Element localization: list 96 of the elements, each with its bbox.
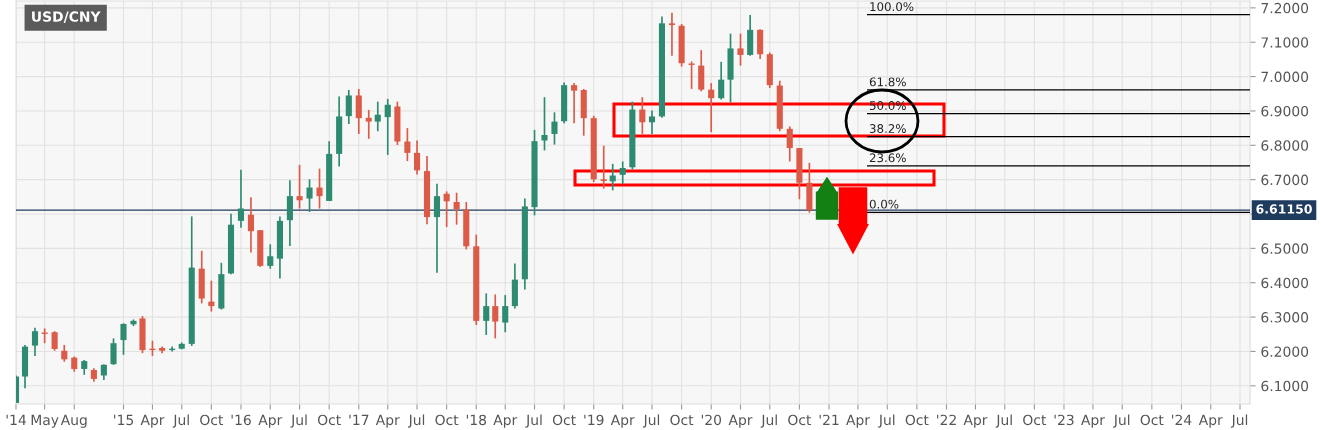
annotation: 100.0% [870,2,914,12]
y-tick-label: 7.2000 [1261,2,1309,14]
x-tick-label: '21 [819,414,839,425]
x-tick-label: '23 [1054,414,1074,426]
y-tick-label: 6.1000 [1261,380,1309,392]
x-tick-label: '24 [1172,414,1192,425]
ref-line-label: 6.61150 [1256,204,1312,214]
candlestick [306,178,313,213]
candlestick [541,96,548,152]
candlestick [413,139,421,176]
candlestick [355,88,362,135]
x-tick-label: Jul [995,414,1012,428]
candlestick [443,190,450,228]
x-tick-label: Jul [172,414,189,428]
candlestick [247,196,255,254]
x-tick-label: Oct [552,414,576,426]
x-tick-label: '18 [466,414,487,426]
y-tick-label: 6.5000 [1261,243,1309,254]
x-tick-label: Oct [435,414,459,426]
annotation: 50.0% [869,101,906,111]
candlestick [31,326,39,357]
x-tick-label: '15 [114,414,134,426]
y-tick-label: 6.4000 [1261,277,1309,289]
x-tick-label: Apr [846,414,870,428]
candlestick [237,168,245,229]
candlestick [296,164,303,210]
y-tick-label: 6.2000 [1261,346,1309,357]
x-tick-label: May [31,414,59,428]
x-tick-label: Apr [1081,414,1105,428]
annotation: 61.8% [869,77,906,87]
x-tick-label: Jul [525,414,542,428]
candlestick [786,125,793,163]
candlestick [453,191,460,226]
x-tick-label: Oct [670,414,694,426]
annotation: 38.2% [869,124,906,134]
x-tick-label: '20 [701,414,722,426]
x-tick-label: Oct [317,414,341,426]
y-tick-label: 7.0000 [1261,71,1309,83]
x-tick-label: Oct [788,414,812,426]
candlestick [708,82,715,134]
candlestick [502,294,509,334]
annotation: 23.6% [869,153,906,163]
x-tick-label: '22 [937,414,956,425]
x-tick-label: '16 [231,414,251,426]
x-tick-label: Oct [1023,414,1047,426]
x-tick-label: Jul [1230,414,1248,428]
x-tick-label: Apr [140,414,165,428]
candlestick [619,160,626,185]
candlestick [404,127,411,162]
candlestick [384,98,391,156]
x-tick-label: Oct [200,414,224,426]
x-tick-label: Oct [905,414,929,426]
candlestick [571,82,578,125]
y-tick-label: 6.9000 [1261,105,1309,117]
y-tick-label: 7.1000 [1261,37,1309,48]
candlestick [737,32,744,67]
candlestick [374,100,381,133]
x-tick-label: '19 [584,414,604,426]
x-tick-label: Apr [375,414,400,428]
candlestick [639,96,646,135]
text: USD/CNY [32,11,101,23]
x-tick-label: Apr [963,414,988,428]
x-tick-label: Jul [290,414,307,428]
candlestick [551,111,558,146]
candlestick [51,330,58,352]
candlestick [316,167,323,210]
candlestick [110,337,117,366]
candlestick [433,182,441,274]
candlestick [648,109,656,135]
x-tick-label: '17 [349,414,369,425]
x-tick-label: Jul [407,414,425,428]
x-tick-label: Jul [760,414,777,428]
y-tick-label: 6.3000 [1261,312,1309,323]
annotation: 0.0% [869,199,899,209]
candlestick [345,89,352,125]
x-tick-label: Jul [1113,414,1130,428]
candlestick [120,322,127,356]
candlestick [483,292,490,336]
candlestick [600,144,607,190]
candlestick [668,11,675,57]
candlestick [267,243,274,270]
x-tick-label: Apr [1198,414,1223,428]
x-tick-label: Jul [878,414,895,428]
y-tick-label: 6.8000 [1261,140,1309,151]
candlestick [365,109,372,140]
x-tick-label: Apr [728,414,753,428]
x-tick-label: Jul [642,414,660,428]
y-tick-label: 6.7000 [1261,174,1309,186]
x-tick-label: Apr [258,414,283,428]
x-tick-label: '14 [6,414,26,425]
x-tick-label: Apr [493,414,518,428]
x-tick-label: Apr [610,414,635,428]
candlestick [718,60,725,101]
x-tick-label: Aug [60,414,87,428]
candlestick [492,293,499,340]
x-tick-label: Oct [1140,414,1164,426]
